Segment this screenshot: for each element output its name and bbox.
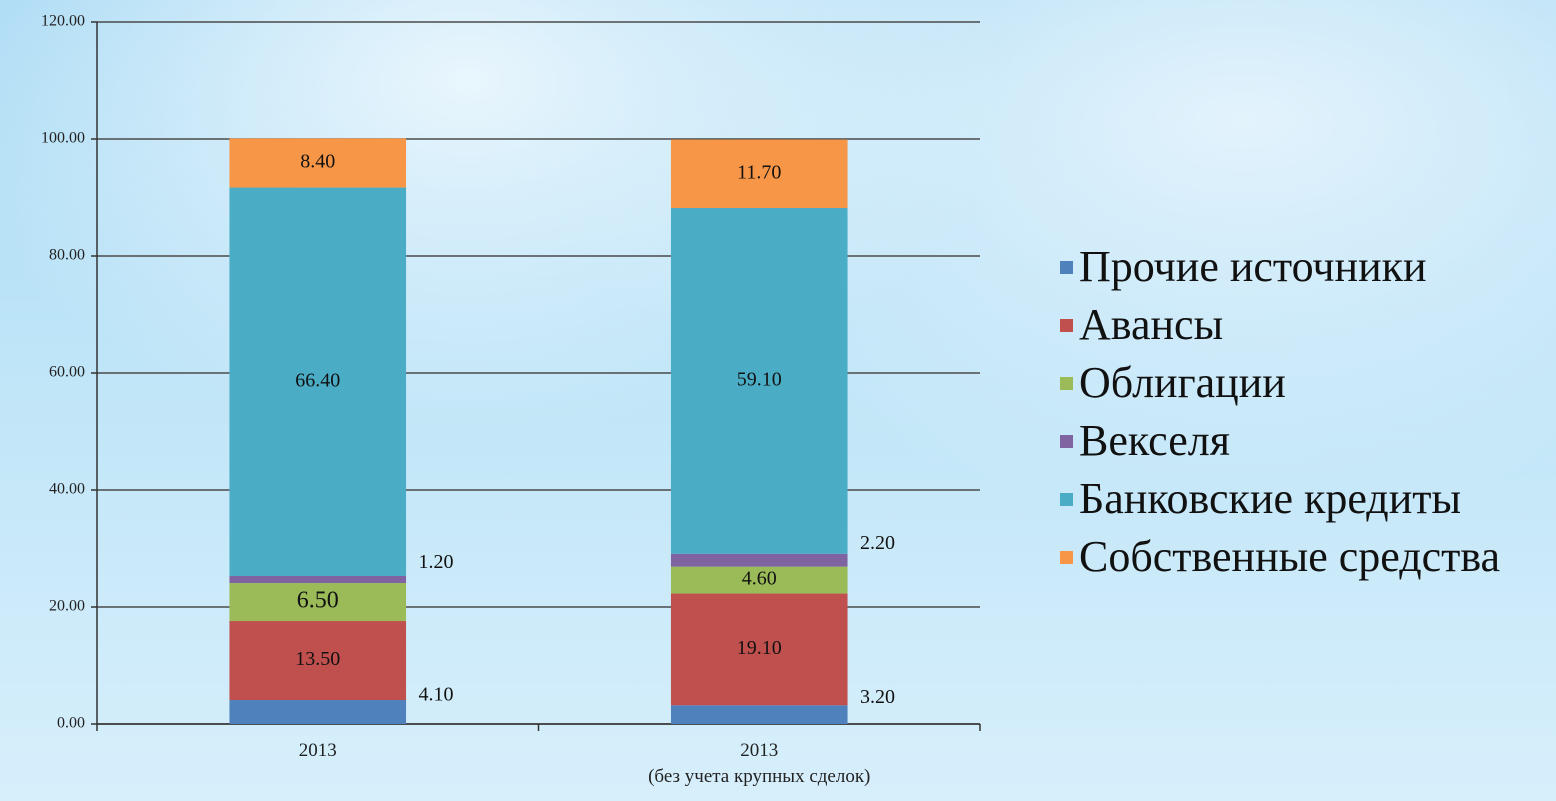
- legend: Прочие источники Авансы Облигации Векселя Ба…: [1060, 238, 1540, 586]
- data-label: 4.60: [742, 568, 777, 590]
- bar-segment: [229, 621, 407, 701]
- data-label: 3.20: [860, 686, 895, 708]
- legend-marker: [1060, 434, 1073, 448]
- y-tick-label: 80.00: [49, 247, 85, 264]
- legend-marker: [1060, 318, 1073, 332]
- legend-label: Собственные средства: [1079, 532, 1501, 581]
- legend-item: Банковские кредиты: [1060, 470, 1540, 528]
- legend-label: Авансы: [1079, 300, 1224, 349]
- data-label: 59.10: [737, 368, 782, 390]
- y-tick-label: 120.00: [41, 13, 85, 30]
- legend-item: Векселя: [1060, 412, 1540, 470]
- data-label: 11.70: [737, 161, 781, 183]
- y-tick-label: 20.00: [49, 598, 85, 615]
- y-tick-label: 40.00: [49, 481, 85, 498]
- data-label: 8.40: [300, 151, 335, 173]
- bar-segment: [229, 583, 407, 622]
- bar-segment: [229, 700, 407, 724]
- data-label: 1.20: [419, 551, 454, 573]
- data-label: 6.50: [297, 588, 339, 614]
- data-label: 66.40: [295, 369, 340, 391]
- legend-marker: [1060, 260, 1073, 274]
- bar-segment: [670, 593, 848, 706]
- data-label: 2.20: [860, 532, 895, 554]
- legend-marker: [1060, 376, 1073, 390]
- legend-item: Авансы: [1060, 296, 1540, 354]
- legend-item: Прочие источники: [1060, 238, 1540, 296]
- y-tick-label: 0.00: [57, 715, 85, 732]
- legend-label: Банковские кредиты: [1079, 474, 1462, 523]
- bar-segment: [670, 553, 848, 567]
- legend-label: Векселя: [1079, 416, 1230, 465]
- bar-segment: [670, 566, 848, 594]
- bar-segment: [670, 705, 848, 724]
- legend-item: Облигации: [1060, 354, 1540, 412]
- bar-segment: [670, 208, 848, 554]
- data-label: 4.10: [419, 684, 454, 706]
- data-label: 13.50: [295, 648, 340, 670]
- bar-segment: [229, 575, 407, 584]
- legend-label: Облигации: [1079, 358, 1286, 407]
- bar-segment: [670, 139, 848, 209]
- legend-item: Собственные средства: [1060, 528, 1540, 586]
- legend-marker: [1060, 550, 1073, 564]
- legend-label: Прочие источники: [1079, 242, 1427, 291]
- bar-segment: [229, 187, 407, 576]
- legend-marker: [1060, 492, 1073, 506]
- x-tick-label: 2013: [298, 740, 337, 761]
- bar-segment: [229, 138, 407, 188]
- data-label: 19.10: [737, 637, 782, 659]
- y-tick-label: 100.00: [41, 130, 85, 147]
- x-tick-label: 2013 (без учета крупных сделок): [648, 740, 871, 787]
- y-tick-label: 60.00: [49, 364, 85, 381]
